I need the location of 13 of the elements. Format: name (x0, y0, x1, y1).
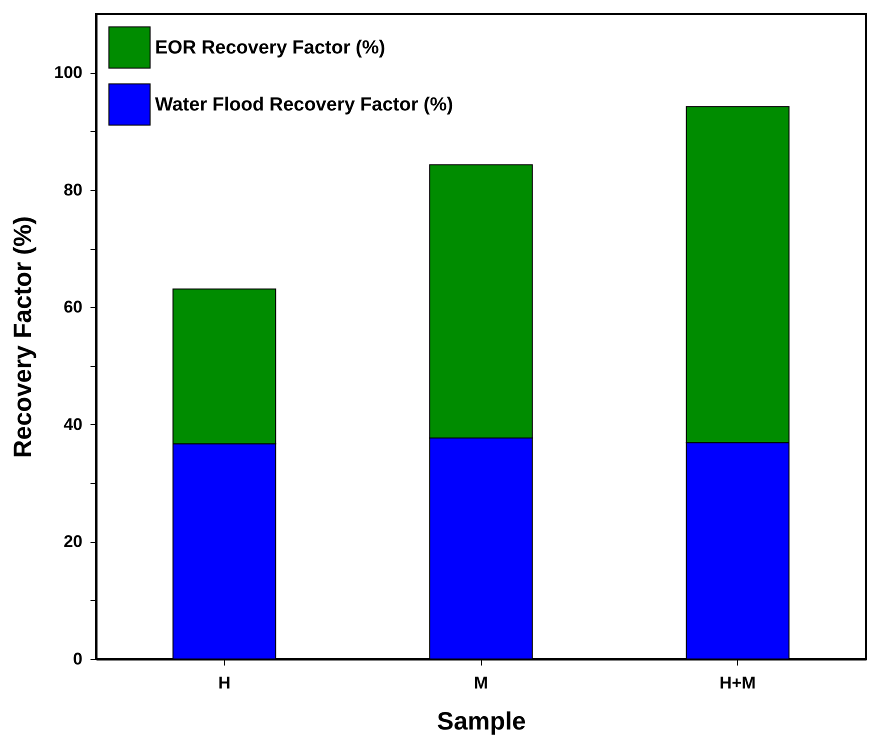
x-tick-label: M (474, 674, 488, 692)
y-tick-label: 100 (54, 63, 82, 82)
x-tick-label: H (218, 674, 230, 692)
y-tick-label: 0 (73, 650, 82, 668)
y-tick-label: 80 (64, 180, 82, 200)
y-axis-title: Recovery Factor (%) (9, 216, 38, 458)
x-tick-label: H+M (719, 674, 756, 692)
y-tick-label: 60 (64, 298, 82, 317)
y-tick-label: 40 (64, 414, 82, 434)
x-axis-title: Sample (437, 708, 526, 736)
legend-label: EOR Recovery Factor (%) (155, 38, 386, 58)
legend-label: Water Flood Recovery Factor (%) (155, 94, 454, 116)
y-tick-label: 20 (64, 532, 82, 552)
